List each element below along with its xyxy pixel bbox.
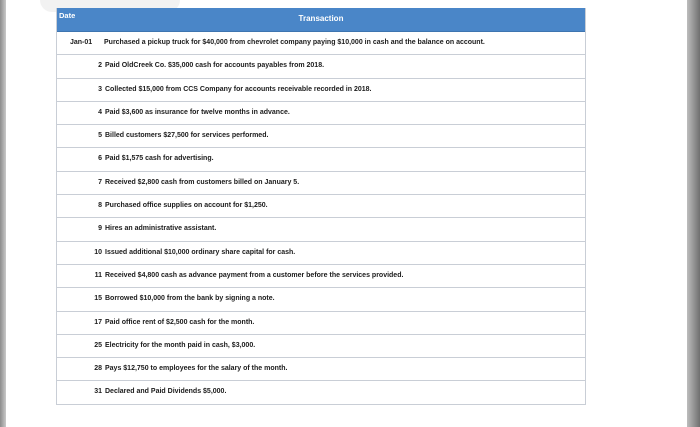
table-row: 10 Issued additional $10,000 ordinary sh… — [57, 242, 585, 265]
row-date: 11 — [94, 271, 102, 279]
table-row: 28 Pays $12,750 to employees for the sal… — [57, 358, 585, 382]
row-date: 7 — [98, 178, 102, 186]
row-transaction: Paid office rent of $2,500 cash for the … — [105, 318, 255, 326]
table-row: 2 Paid OldCreek Co. $35,000 cash for acc… — [57, 55, 585, 79]
row-transaction: Hires an administrative assistant. — [105, 225, 217, 233]
table-row: Jan-01 Purchased a pickup truck for $40,… — [57, 32, 585, 56]
table-row: 4 Paid $3,600 as insurance for twelve mo… — [57, 102, 585, 126]
table-row: 15 Borrowed $10,000 from the bank by sig… — [57, 288, 585, 312]
table-row: 17 Paid office rent of $2,500 cash for t… — [57, 312, 585, 335]
row-date: 6 — [98, 155, 102, 163]
right-edge-shadow — [687, 0, 700, 427]
row-transaction: Received $4,800 cash as advance payment … — [105, 271, 404, 279]
row-date: Jan-01 — [70, 39, 93, 46]
row-transaction: Declared and Paid Dividends $5,000. — [105, 388, 227, 396]
row-date: 8 — [98, 202, 102, 210]
row-transaction: Borrowed $10,000 from the bank by signin… — [105, 295, 275, 303]
row-transaction: Received $2,800 cash from customers bill… — [105, 178, 300, 186]
row-transaction: Paid $1,575 cash for advertising. — [105, 155, 214, 163]
row-date: 3 — [98, 85, 102, 93]
row-transaction: Paid OldCreek Co. $35,000 cash for accou… — [105, 62, 325, 70]
row-date: 25 — [94, 341, 102, 349]
left-edge-shadow — [0, 0, 6, 427]
row-transaction: Issued additional $10,000 ordinary share… — [105, 248, 296, 256]
transactions-table: Date Transaction Jan-01 Purchased a pick… — [56, 8, 586, 405]
table-row: 31 Declared and Paid Dividends $5,000. — [57, 381, 585, 405]
row-date: 15 — [94, 295, 102, 303]
row-date: 4 — [98, 108, 102, 116]
table-row: 11 Received $4,800 cash as advance payme… — [57, 265, 585, 289]
table-row: 8 Purchased office supplies on account f… — [57, 195, 585, 219]
row-transaction: Collected $15,000 from CCS Company for a… — [105, 85, 372, 93]
row-transaction: Paid $3,600 as insurance for twelve mont… — [105, 108, 290, 116]
table-header: Date Transaction — [57, 8, 585, 32]
date-column-header: Date — [59, 11, 76, 20]
table-row: 9 Hires an administrative assistant. — [57, 218, 585, 242]
table-row: 6 Paid $1,575 cash for advertising. — [57, 148, 585, 172]
row-transaction: Purchased a pickup truck for $40,000 fro… — [104, 39, 485, 46]
row-date: 9 — [98, 225, 102, 233]
row-transaction: Purchased office supplies on account for… — [105, 202, 268, 210]
table-row: 7 Received $2,800 cash from customers bi… — [57, 172, 585, 196]
row-date: 31 — [94, 388, 102, 396]
row-transaction: Electricity for the month paid in cash, … — [105, 341, 256, 349]
row-date: 28 — [94, 365, 102, 373]
table-row: 3 Collected $15,000 from CCS Company for… — [57, 79, 585, 102]
row-date: 17 — [94, 318, 102, 326]
row-date: 2 — [98, 62, 102, 70]
table-row: 5 Billed customers $27,500 for services … — [57, 125, 585, 149]
transaction-column-header: Transaction — [298, 14, 344, 23]
row-date: 5 — [98, 132, 102, 140]
row-transaction: Billed customers $27,500 for services pe… — [105, 132, 269, 140]
row-date: 10 — [94, 248, 102, 256]
table-row: 25 Electricity for the month paid in cas… — [57, 335, 585, 359]
row-transaction: Pays $12,750 to employees for the salary… — [105, 365, 288, 373]
